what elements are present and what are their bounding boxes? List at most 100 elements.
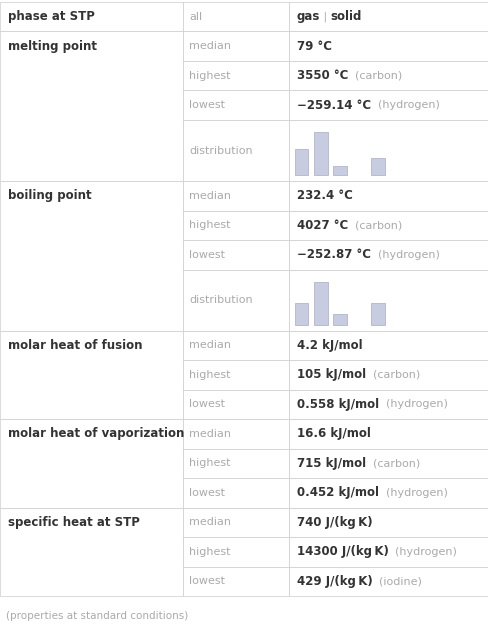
Text: highest: highest (189, 71, 230, 81)
Bar (288, 508, 488, 537)
Text: molar heat of fusion: molar heat of fusion (8, 339, 142, 352)
Bar (183, 32, 288, 61)
Bar (183, 390, 288, 419)
Bar (183, 120, 288, 181)
Bar (288, 478, 488, 508)
Bar (288, 61, 488, 91)
Bar (0, 2, 183, 32)
Text: 79 °C: 79 °C (296, 40, 331, 53)
Text: highest: highest (189, 547, 230, 557)
Text: |: | (319, 11, 330, 22)
Text: (carbon): (carbon) (347, 220, 401, 230)
Text: median: median (189, 191, 231, 201)
Bar (0, 181, 183, 330)
Bar (183, 449, 288, 478)
Text: lowest: lowest (189, 250, 225, 260)
Text: median: median (189, 341, 231, 351)
Bar (288, 211, 488, 240)
Text: 4.2 kJ/mol: 4.2 kJ/mol (296, 339, 362, 352)
Bar (288, 270, 488, 330)
Bar (0, 419, 183, 508)
Text: (hydrogen): (hydrogen) (378, 399, 447, 410)
Bar (332, 314, 346, 325)
Text: (hydrogen): (hydrogen) (370, 250, 439, 260)
Text: (iodine): (iodine) (371, 577, 421, 586)
Bar (288, 32, 488, 61)
Bar (288, 91, 488, 120)
Text: (hydrogen): (hydrogen) (370, 100, 439, 110)
Text: distribution: distribution (189, 295, 252, 305)
Text: solid: solid (330, 10, 361, 23)
Text: −252.87 °C: −252.87 °C (296, 248, 370, 261)
Bar (288, 330, 488, 360)
Text: (hydrogen): (hydrogen) (378, 488, 447, 498)
Bar (183, 360, 288, 390)
Text: (carbon): (carbon) (347, 71, 401, 81)
Text: 232.4 °C: 232.4 °C (296, 189, 352, 203)
Bar (183, 508, 288, 537)
Bar (288, 390, 488, 419)
Bar (313, 132, 327, 175)
Text: median: median (189, 41, 231, 51)
Bar (288, 449, 488, 478)
Bar (288, 537, 488, 567)
Text: melting point: melting point (8, 40, 97, 53)
Bar (0, 32, 183, 181)
Text: 0.558 kJ/mol: 0.558 kJ/mol (296, 398, 378, 411)
Text: specific heat at STP: specific heat at STP (8, 516, 140, 529)
Text: boiling point: boiling point (8, 189, 91, 203)
Bar (183, 211, 288, 240)
Text: (carbon): (carbon) (365, 370, 419, 380)
Text: median: median (189, 517, 231, 527)
Bar (288, 2, 488, 32)
Bar (183, 91, 288, 120)
Text: lowest: lowest (189, 577, 225, 586)
Text: all: all (189, 12, 202, 22)
Bar (288, 360, 488, 390)
Text: highest: highest (189, 220, 230, 230)
Bar (183, 270, 288, 330)
Text: 3550 °C: 3550 °C (296, 69, 347, 82)
Text: (hydrogen): (hydrogen) (387, 547, 456, 557)
Bar (0, 330, 183, 419)
Text: 16.6 kJ/mol: 16.6 kJ/mol (296, 427, 369, 441)
Text: molar heat of vaporization: molar heat of vaporization (8, 427, 184, 441)
Text: lowest: lowest (189, 488, 225, 498)
Bar (183, 537, 288, 567)
Text: median: median (189, 429, 231, 439)
Bar (288, 240, 488, 270)
Text: lowest: lowest (189, 399, 225, 410)
Bar (183, 181, 288, 211)
Text: 105 kJ/mol: 105 kJ/mol (296, 368, 365, 382)
Bar (371, 303, 385, 325)
Bar (183, 419, 288, 449)
Text: 429 J/(kg K): 429 J/(kg K) (296, 575, 371, 588)
Text: 715 kJ/mol: 715 kJ/mol (296, 457, 365, 470)
Text: lowest: lowest (189, 100, 225, 110)
Text: −259.14 °C: −259.14 °C (296, 99, 370, 112)
Bar (313, 282, 327, 325)
Bar (371, 158, 385, 175)
Bar (183, 567, 288, 596)
Bar (183, 61, 288, 91)
Text: distribution: distribution (189, 146, 252, 156)
Bar (183, 330, 288, 360)
Bar (288, 567, 488, 596)
Text: phase at STP: phase at STP (8, 10, 95, 23)
Bar (288, 120, 488, 181)
Bar (183, 478, 288, 508)
Bar (183, 240, 288, 270)
Bar (288, 181, 488, 211)
Bar (294, 303, 308, 325)
Text: 0.452 kJ/mol: 0.452 kJ/mol (296, 486, 378, 499)
Bar (288, 419, 488, 449)
Text: 4027 °C: 4027 °C (296, 219, 347, 232)
Text: 740 J/(kg K): 740 J/(kg K) (296, 516, 371, 529)
Bar (332, 166, 346, 175)
Text: gas: gas (296, 10, 319, 23)
Bar (183, 2, 288, 32)
Text: highest: highest (189, 370, 230, 380)
Bar (0, 508, 183, 596)
Text: 14300 J/(kg K): 14300 J/(kg K) (296, 546, 387, 558)
Text: (properties at standard conditions): (properties at standard conditions) (6, 611, 188, 620)
